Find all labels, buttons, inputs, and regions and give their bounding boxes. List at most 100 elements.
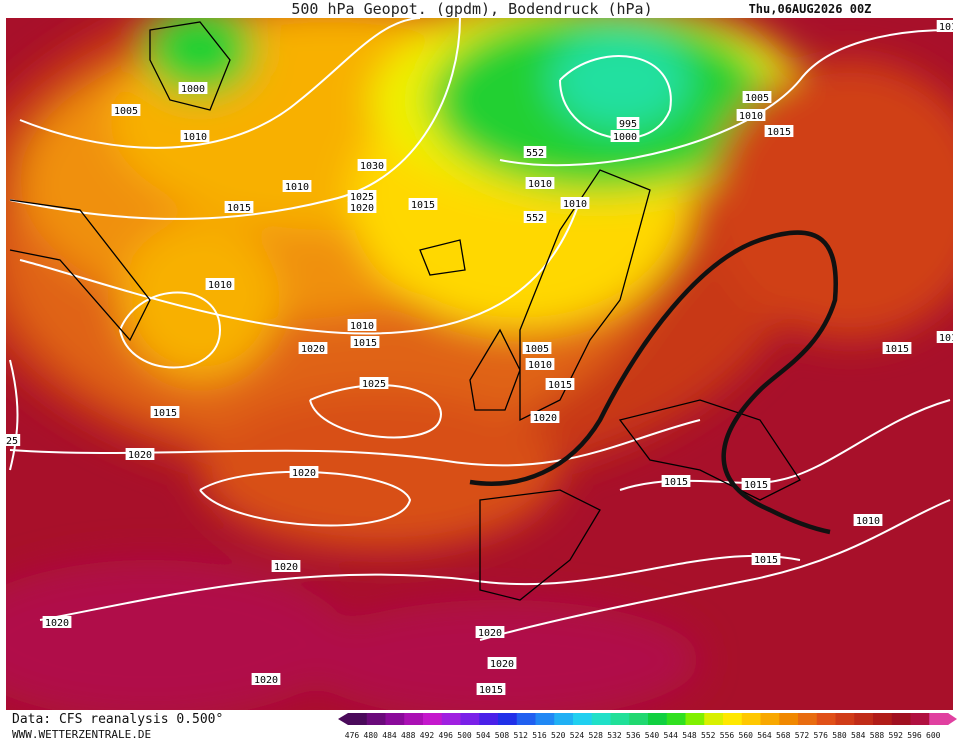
isobar-label-box (111, 104, 141, 116)
isobar-label: 1010 (208, 280, 232, 291)
isobar-label: 1010 (528, 179, 552, 190)
isobar-label-box (347, 201, 377, 213)
colorbar-swatch (535, 713, 555, 725)
colorbar: 476 480 484 488 492 496 500 504 508 512 516 520 524 5… (338, 713, 957, 740)
colorbar-label: 568 (776, 731, 791, 740)
colorbar-label: 508 (495, 731, 510, 740)
isobar-label-box (741, 478, 771, 490)
colorbar-swatch (704, 713, 724, 725)
colorbar-label: 600 (926, 731, 941, 740)
isobar-label: 25 (6, 436, 18, 447)
colorbar-swatch (423, 713, 443, 725)
colorbar-swatch (910, 713, 930, 725)
isobar-label: 1010 (856, 516, 880, 527)
isobar-label-box (936, 331, 953, 343)
isobar-label-box (180, 130, 210, 142)
colorbar-swatch (760, 713, 780, 725)
isobar-label-box (610, 130, 640, 142)
colorbar-swatch (460, 713, 480, 725)
isobar-label-box (661, 475, 691, 487)
colorbar-swatch (648, 713, 668, 725)
colorbar-swatch (573, 713, 593, 725)
isobar-label: 1020 (292, 468, 316, 479)
isobar-label-box (487, 657, 517, 669)
isobar-label: 1005 (745, 93, 769, 104)
website: WWW.WETTERZENTRALE.DE (12, 728, 151, 741)
isobar-label-box (42, 616, 72, 628)
colorbar-swatch (554, 713, 574, 725)
colorbar-swatch (835, 713, 855, 725)
colorbar-label: 540 (645, 731, 660, 740)
isobar-label-box (525, 177, 555, 189)
isobar-label: 1000 (181, 84, 205, 95)
isobar-label-box (523, 146, 547, 158)
isobar-label-box (357, 159, 387, 171)
isobar-label-box (6, 434, 21, 446)
isobar-label-box (347, 319, 377, 331)
colorbar-label: 552 (701, 731, 716, 740)
colorbar-swatch (685, 713, 705, 725)
colorbar-label: 476 (345, 731, 360, 740)
colorbar-swatch (404, 713, 424, 725)
isobar-label: 1010 (528, 360, 552, 371)
colorbar-label: 588 (870, 731, 885, 740)
colorbar-label: 536 (626, 731, 641, 740)
isobar-label-box (751, 553, 781, 565)
isobar-label: 1015 (767, 127, 791, 138)
colorbar-swatch (348, 713, 368, 725)
isobar-label: 1020 (45, 618, 69, 629)
colorbar-label: 520 (551, 731, 566, 740)
map-title: 500 hPa Geopot. (gpdm), Bodendruck (hPa) (291, 0, 652, 18)
isobar-label-box (271, 560, 301, 572)
colorbar-label: 544 (664, 731, 679, 740)
isobar-label-box (525, 358, 555, 370)
colorbar-label: 496 (439, 731, 454, 740)
isobar-label-box (224, 201, 254, 213)
colorbar-swatch (798, 713, 818, 725)
isobar-label-box (408, 198, 438, 210)
colorbar-arrow-left (338, 713, 348, 725)
isobar-label: 1010 (563, 199, 587, 210)
isobar-label-box (764, 125, 794, 137)
colorbar-label: 584 (851, 731, 866, 740)
isobar-label: 1020 (274, 562, 298, 573)
colorbar-swatch (723, 713, 743, 725)
colorbar-swatch (441, 713, 461, 725)
isobar-label: 1020 (350, 203, 374, 214)
colorbar-label: 500 (457, 731, 472, 740)
colorbar-swatch (366, 713, 386, 725)
isobar-label: 1015 (885, 344, 909, 355)
colorbar-label: 556 (720, 731, 735, 740)
colorbar-swatch (929, 713, 949, 725)
colorbar-label: 516 (532, 731, 547, 740)
isobar-label: 1015 (227, 203, 251, 214)
isobar-label-box (560, 197, 590, 209)
isobar-label: 1015 (411, 200, 435, 211)
isobar-label: 552 (526, 213, 544, 224)
isobar-label: 1015 (754, 555, 778, 566)
isobar-label: 1015 (153, 408, 177, 419)
isobar-label: 101 (939, 333, 957, 344)
colorbar-label: 596 (907, 731, 922, 740)
isobar-label: 1015 (479, 685, 503, 696)
map-date: Thu,06AUG2026 00Z (749, 2, 872, 16)
isobar-label-box (522, 342, 552, 354)
colorbar-swatch (873, 713, 893, 725)
isobar-label-box (882, 342, 912, 354)
colorbar-swatch (666, 713, 686, 725)
isobar-label-box (853, 514, 883, 526)
colorbar-label: 512 (514, 731, 529, 740)
isobar-label-box (150, 406, 180, 418)
isobar-label-box (545, 378, 575, 390)
isobar-label: 1030 (360, 161, 384, 172)
isobar-label: 1010 (350, 321, 374, 332)
isobar-label: 1015 (353, 338, 377, 349)
colorbar-arrow-right (948, 713, 957, 725)
isobar-label-box (936, 20, 953, 32)
colorbar-label: 480 (364, 731, 379, 740)
isobar-label: 1015 (744, 480, 768, 491)
